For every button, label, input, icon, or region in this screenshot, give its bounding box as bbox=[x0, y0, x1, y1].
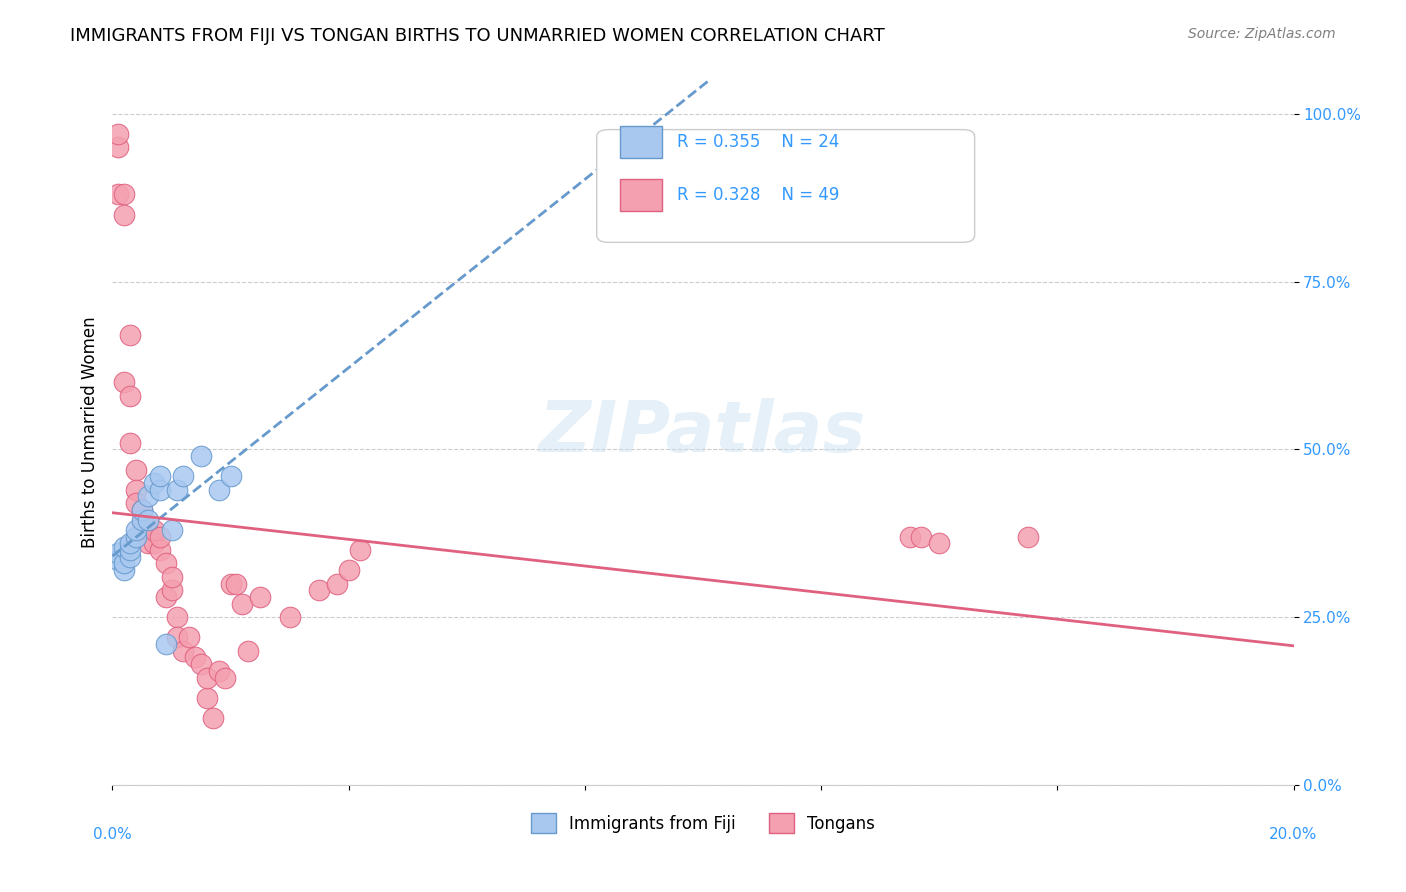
Point bbox=[195, 690, 218, 705]
Point bbox=[308, 583, 330, 598]
Point bbox=[120, 389, 142, 403]
Point bbox=[910, 530, 932, 544]
Legend: Immigrants from Fiji, Tongans: Immigrants from Fiji, Tongans bbox=[524, 806, 882, 840]
Point bbox=[120, 435, 142, 450]
Text: 0.0%: 0.0% bbox=[93, 827, 132, 842]
Point bbox=[136, 523, 159, 537]
Point bbox=[107, 127, 129, 141]
Point bbox=[249, 590, 271, 604]
Point bbox=[166, 630, 188, 644]
FancyBboxPatch shape bbox=[596, 129, 974, 243]
Text: Source: ZipAtlas.com: Source: ZipAtlas.com bbox=[1188, 27, 1336, 41]
Point bbox=[278, 610, 301, 624]
Point bbox=[190, 449, 212, 463]
Point bbox=[131, 503, 153, 517]
Point bbox=[928, 536, 950, 550]
Point bbox=[231, 597, 253, 611]
Y-axis label: Births to Unmarried Women: Births to Unmarried Women bbox=[80, 317, 98, 549]
Text: 20.0%: 20.0% bbox=[1270, 827, 1317, 842]
Point bbox=[125, 483, 148, 497]
Point bbox=[107, 553, 129, 567]
Point bbox=[107, 546, 129, 560]
Point bbox=[326, 576, 349, 591]
Point bbox=[131, 513, 153, 527]
Point bbox=[208, 483, 231, 497]
Point bbox=[898, 530, 921, 544]
Point bbox=[155, 557, 177, 571]
Point bbox=[208, 664, 231, 678]
FancyBboxPatch shape bbox=[620, 179, 662, 211]
Point bbox=[107, 140, 129, 154]
Text: ZIPatlas: ZIPatlas bbox=[540, 398, 866, 467]
Point bbox=[120, 543, 142, 558]
Point bbox=[112, 207, 135, 221]
Point bbox=[131, 503, 153, 517]
Point bbox=[179, 630, 201, 644]
Point bbox=[219, 469, 242, 483]
Point bbox=[184, 650, 207, 665]
Point bbox=[155, 637, 177, 651]
Point bbox=[120, 536, 142, 550]
Point bbox=[160, 570, 183, 584]
Text: IMMIGRANTS FROM FIJI VS TONGAN BIRTHS TO UNMARRIED WOMEN CORRELATION CHART: IMMIGRANTS FROM FIJI VS TONGAN BIRTHS TO… bbox=[70, 27, 884, 45]
Point bbox=[142, 536, 165, 550]
Point bbox=[1017, 530, 1039, 544]
Point bbox=[136, 513, 159, 527]
Point bbox=[125, 462, 148, 476]
Point bbox=[201, 711, 224, 725]
Point bbox=[131, 516, 153, 531]
Point bbox=[225, 576, 247, 591]
Text: R = 0.355    N = 24: R = 0.355 N = 24 bbox=[678, 133, 839, 151]
Point bbox=[149, 543, 172, 558]
Point bbox=[107, 187, 129, 202]
Point bbox=[166, 610, 188, 624]
Point bbox=[160, 523, 183, 537]
Point bbox=[219, 576, 242, 591]
Point bbox=[166, 483, 188, 497]
Point bbox=[112, 540, 135, 554]
Point bbox=[125, 530, 148, 544]
Point bbox=[125, 496, 148, 510]
Point bbox=[112, 563, 135, 577]
Point bbox=[136, 536, 159, 550]
FancyBboxPatch shape bbox=[620, 126, 662, 158]
Point bbox=[136, 489, 159, 503]
Point bbox=[190, 657, 212, 672]
Point bbox=[155, 590, 177, 604]
Point bbox=[238, 644, 260, 658]
Text: R = 0.328    N = 49: R = 0.328 N = 49 bbox=[678, 186, 839, 204]
Point bbox=[149, 469, 172, 483]
Point bbox=[149, 483, 172, 497]
Point bbox=[149, 530, 172, 544]
Point bbox=[142, 523, 165, 537]
Point bbox=[160, 583, 183, 598]
Point bbox=[112, 376, 135, 390]
Point bbox=[142, 475, 165, 490]
Point bbox=[214, 671, 236, 685]
Point bbox=[120, 328, 142, 343]
Point bbox=[337, 563, 360, 577]
Point bbox=[125, 523, 148, 537]
Point bbox=[172, 469, 194, 483]
Point bbox=[112, 557, 135, 571]
Point bbox=[349, 543, 371, 558]
Point bbox=[195, 671, 218, 685]
Point bbox=[172, 644, 194, 658]
Point bbox=[120, 549, 142, 564]
Point bbox=[112, 187, 135, 202]
